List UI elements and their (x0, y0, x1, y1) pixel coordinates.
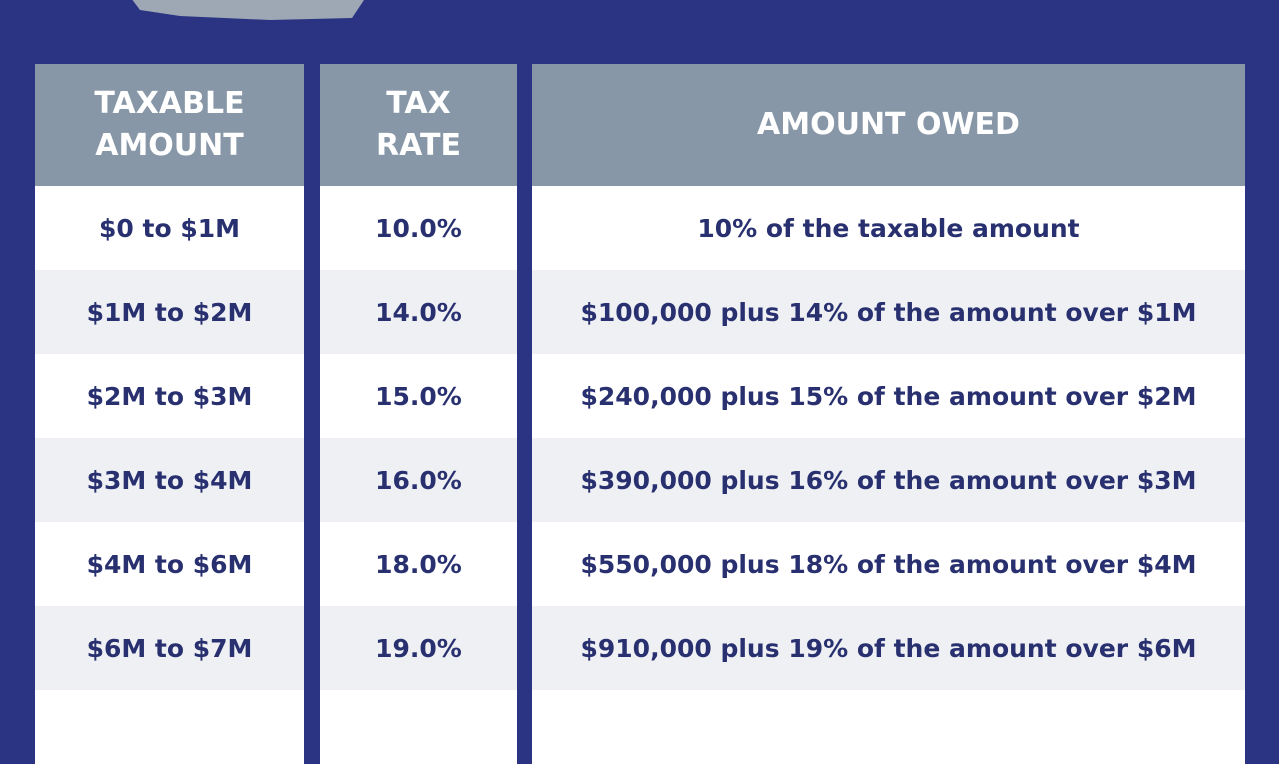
amount-owed-cell: $240,000 plus 15% of the amount over $2M (532, 354, 1245, 438)
amount-owed-column: AMOUNT OWED 10% of the taxable amount $1… (532, 64, 1245, 764)
tax-rate-cell: 16.0% (320, 438, 517, 522)
tax-rate-cell: 18.0% (320, 522, 517, 606)
header-tax-rate: TAX RATE (320, 64, 517, 186)
tax-rate-cell: 14.0% (320, 270, 517, 354)
amount-owed-cell: 10% of the taxable amount (532, 186, 1245, 270)
header-taxable-amount: TAXABLE AMOUNT (35, 64, 304, 186)
tax-rate-cell: 15.0% (320, 354, 517, 438)
amount-owed-cell: $550,000 plus 18% of the amount over $4M (532, 522, 1245, 606)
header-line: AMOUNT OWED (757, 107, 1020, 142)
taxable-amount-column: TAXABLE AMOUNT $0 to $1M $1M to $2M $2M … (35, 64, 304, 764)
taxable-amount-cell: $3M to $4M (35, 438, 304, 522)
amount-owed-cell: $910,000 plus 19% of the amount over $6M (532, 606, 1245, 690)
header-amount-owed: AMOUNT OWED (532, 64, 1245, 186)
title-banner (0, 0, 1279, 62)
taxable-amount-cell: $1M to $2M (35, 270, 304, 354)
header-line: TAXABLE (94, 86, 245, 121)
taxable-amount-cell: $6M to $7M (35, 606, 304, 690)
tax-rate-cell: 10.0% (320, 186, 517, 270)
header-line: RATE (376, 128, 461, 163)
amount-owed-cell: $100,000 plus 14% of the amount over $1M (532, 270, 1245, 354)
taxable-amount-cell: $4M to $6M (35, 522, 304, 606)
taxable-amount-cell: $2M to $3M (35, 354, 304, 438)
tax-rate-column: TAX RATE 10.0% 14.0% 15.0% 16.0% 18.0% 1… (320, 64, 517, 764)
amount-owed-cell: $390,000 plus 16% of the amount over $3M (532, 438, 1245, 522)
state-map-icon (132, 0, 364, 20)
amount-owed-cell (532, 690, 1245, 764)
header-line: TAX (386, 86, 451, 121)
taxable-amount-cell (35, 690, 304, 764)
header-line: AMOUNT (95, 128, 244, 163)
tax-rate-cell (320, 690, 517, 764)
tax-rate-cell: 19.0% (320, 606, 517, 690)
taxable-amount-cell: $0 to $1M (35, 186, 304, 270)
